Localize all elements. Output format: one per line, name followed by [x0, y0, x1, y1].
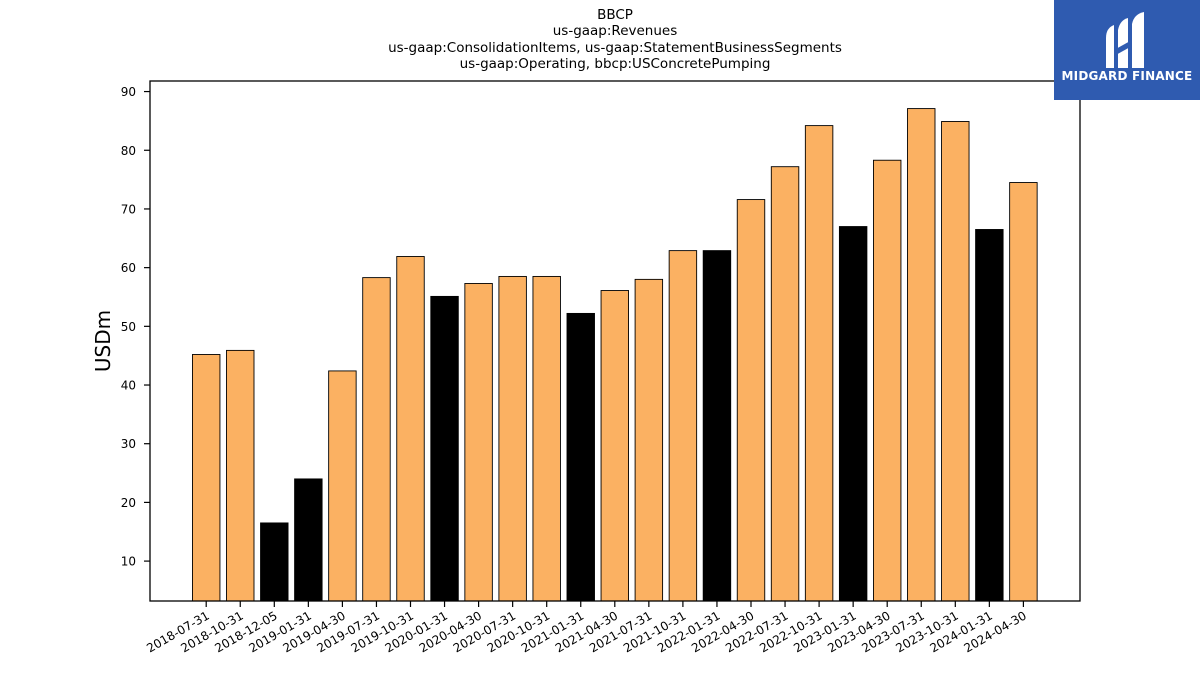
y-tick-label: 20 — [121, 496, 136, 510]
bar-2019-04-30 — [328, 370, 357, 602]
chart-subtitle-concept: us-gaap:Revenues — [552, 23, 678, 40]
y-tick-label: 50 — [121, 320, 136, 334]
bar-2020-07-31 — [498, 275, 527, 602]
y-tick-label: 40 — [121, 379, 136, 393]
y-tick-label: 60 — [121, 261, 136, 275]
bar-2020-01-31 — [430, 295, 459, 602]
y-tick-label: 10 — [121, 555, 136, 569]
bar-2024-04-30 — [1009, 182, 1038, 602]
chart-title-block: BBCP us-gaap:Revenues us-gaap:Consolidat… — [0, 7, 1200, 72]
logo-text: MIDGARD FINANCE — [1061, 69, 1193, 83]
x-axis: 2018-07-312018-10-312018-12-052019-01-31… — [144, 601, 1029, 655]
bar-2022-01-31 — [702, 250, 732, 602]
bar-2021-01-31 — [566, 312, 595, 602]
bar-2022-04-30 — [736, 199, 766, 602]
chart-subtitle-axes: us-gaap:ConsolidationItems, us-gaap:Stat… — [388, 39, 842, 56]
bar-2023-07-31 — [907, 108, 936, 602]
y-axis: 10 20 30 40 50 60 70 80 90 — [121, 85, 150, 569]
plot-frame — [149, 80, 1081, 602]
bar-2021-10-31 — [668, 250, 698, 602]
bars-group — [191, 108, 1038, 602]
chart-title: BBCP — [597, 7, 633, 23]
bar-2023-01-31 — [838, 226, 868, 602]
bar-2021-04-30 — [600, 290, 629, 602]
bar-2022-07-31 — [770, 166, 800, 602]
chart-subtitle-members: us-gaap:Operating, bbcp:USConcretePumpin… — [459, 55, 771, 72]
y-tick-label: 70 — [121, 202, 136, 216]
bar-2020-04-30 — [464, 283, 493, 602]
bar-2024-01-31 — [975, 229, 1004, 602]
bar-2023-10-31 — [941, 121, 970, 602]
bar-2018-12-05 — [260, 522, 289, 602]
bar-2019-07-31 — [362, 277, 391, 602]
y-tick-label: 80 — [121, 144, 136, 158]
midgard-logo-icon — [1106, 12, 1144, 68]
bar-2021-07-31 — [634, 278, 664, 602]
y-axis-label: USDm — [91, 310, 115, 372]
bar-2018-10-31 — [226, 349, 255, 602]
bar-2022-10-31 — [804, 125, 834, 602]
bar-2019-01-31 — [294, 478, 323, 602]
y-tick-label: 90 — [121, 85, 136, 99]
bar-2020-10-31 — [532, 275, 561, 602]
bar-2023-04-30 — [873, 159, 902, 602]
y-tick-label: 30 — [121, 437, 136, 451]
midgard-finance-logo: MIDGARD FINANCE — [1054, 0, 1200, 100]
bar-2019-10-31 — [396, 256, 425, 602]
bar-2018-07-31 — [191, 354, 221, 602]
